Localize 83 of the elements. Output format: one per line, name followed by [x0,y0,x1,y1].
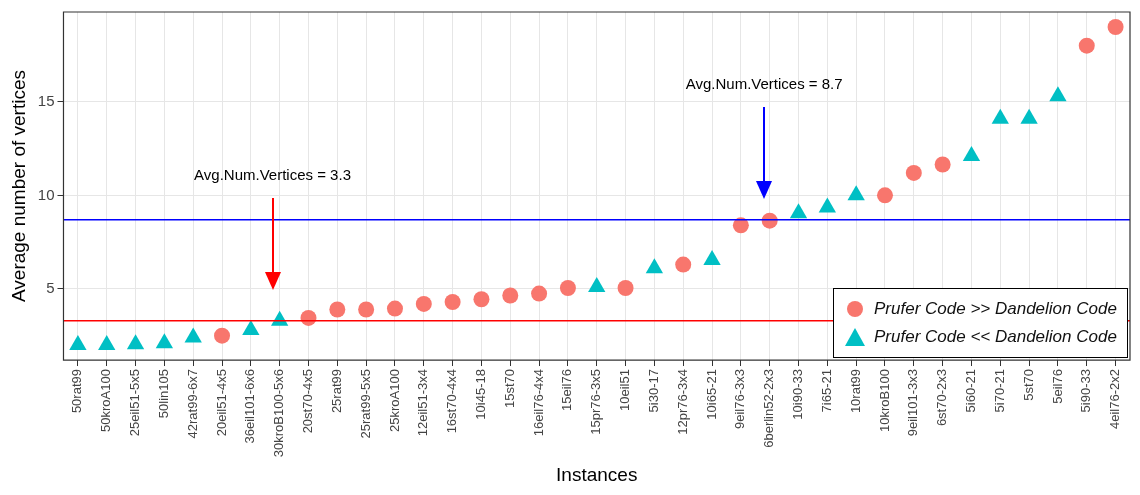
x-tick-label: 5eil76 [1049,369,1065,404]
x-tick-label: 10i90-33 [790,369,806,420]
y-axis-title: Average number of vertices [7,70,29,303]
point [214,327,231,344]
x-tick-label: 6st70-2x3 [934,369,950,427]
point [358,301,375,318]
point [761,212,778,229]
legend-label: Prufer Code >> Dandelion Code [874,299,1117,320]
x-tick-label: 5i60-21 [963,369,979,413]
x-tick-label: 25rat99-5x5 [357,369,373,439]
point [675,256,692,273]
point [502,287,519,304]
point [617,279,634,296]
y-tick-label: 15 [37,91,55,109]
point [300,309,317,326]
annotation: Avg.Num.Vertices = 3.3 [194,165,351,183]
point [1020,108,1038,124]
x-tick-label: 10i45-18 [473,369,489,420]
point [69,335,87,351]
point [126,334,145,350]
x-tick-label: 10eil51 [617,369,633,411]
point [531,285,548,302]
x-tick-label: 5st70 [1020,369,1036,401]
point [271,310,289,326]
point [703,249,721,265]
point [155,333,174,349]
x-tick-label: 9eil101-3x3 [905,369,921,437]
point [415,295,432,312]
y-tick-label: 10 [37,185,55,203]
point [1049,86,1067,102]
x-tick-label: 25rat99 [328,369,344,414]
x-tick-label: 12eil51-3x4 [415,369,431,437]
point [905,164,922,181]
point [98,335,116,351]
x-tick-label: 50kroA100 [98,369,114,432]
legend-label: Prufer Code << Dandelion Code [874,327,1117,348]
x-tick-label: 42rat99-6x7 [184,369,200,439]
point [847,185,865,201]
point [645,258,664,274]
point [876,187,893,204]
x-tick-label: 10kroB100 [876,369,892,432]
x-tick-label: 36eil101-6x6 [242,369,258,444]
x-tick-label: 6berlin52-2x3 [761,369,777,448]
point [588,277,606,293]
y-tick-label: 5 [46,279,55,297]
point [473,291,490,308]
point [732,217,749,234]
x-tick-label: 15pr76-3x5 [588,369,604,435]
x-tick-label: 50lin105 [155,369,171,419]
point [818,197,836,213]
point [444,294,461,311]
x-tick-label: 15eil76 [559,369,575,411]
x-tick-label: 9eil76-3x3 [732,369,748,430]
point [386,300,403,317]
x-tick-label: 5i90-33 [1078,369,1094,413]
x-tick-label: 25eil51-5x5 [127,369,143,437]
x-axis-title: Instances [556,463,638,485]
point [184,327,202,343]
x-tick-label: 30kroB100-5x6 [271,369,287,458]
x-tick-label: 20eil51-4x5 [213,369,229,437]
point [242,320,260,336]
x-tick-label: 5i70-21 [991,369,1007,413]
annotation: Avg.Num.Vertices = 8.7 [685,74,843,92]
x-tick-label: 4eil76-2x2 [1107,369,1123,430]
point [962,146,981,162]
point [789,203,808,219]
point [1078,37,1095,54]
x-tick-label: 12pr76-3x4 [674,369,690,435]
x-tick-label: 10rat99 [847,369,863,414]
x-tick-label: 7i65-21 [818,369,834,413]
x-tick-label: 15st70 [501,369,517,409]
x-tick-label: 25kroA100 [386,369,402,432]
x-tick-label: 16eil76-4x4 [530,369,546,437]
point [559,279,576,296]
point [329,301,346,318]
x-tick-label: 50rat99 [69,369,85,414]
point [991,108,1009,124]
x-tick-label: 5i30-17 [645,369,661,413]
x-tick-label: 16st70-4x4 [444,369,460,434]
x-tick-label: 20st70-4x5 [300,369,316,434]
x-tick-label: 10i65-21 [703,369,719,420]
point [1107,18,1124,35]
point [934,156,951,173]
